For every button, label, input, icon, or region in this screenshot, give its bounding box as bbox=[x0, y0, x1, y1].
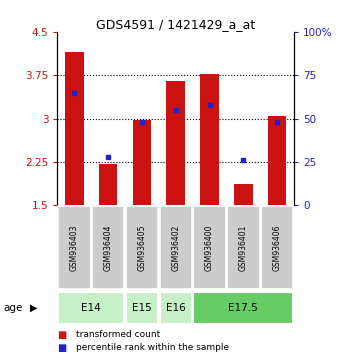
Text: GSM936400: GSM936400 bbox=[205, 224, 214, 271]
Bar bbox=[58, 292, 124, 324]
Text: percentile rank within the sample: percentile rank within the sample bbox=[76, 343, 229, 352]
Title: GDS4591 / 1421429_a_at: GDS4591 / 1421429_a_at bbox=[96, 18, 256, 31]
Bar bbox=[200, 74, 219, 205]
Bar bbox=[99, 164, 117, 205]
Bar bbox=[58, 206, 91, 290]
Bar bbox=[268, 116, 286, 205]
Bar bbox=[92, 206, 124, 290]
Text: E16: E16 bbox=[166, 303, 186, 313]
Text: transformed count: transformed count bbox=[76, 330, 160, 339]
Bar bbox=[166, 81, 185, 205]
Bar bbox=[160, 292, 192, 324]
Bar bbox=[65, 52, 84, 205]
Bar bbox=[193, 206, 226, 290]
Text: ■: ■ bbox=[57, 330, 67, 339]
Bar bbox=[227, 206, 260, 290]
Text: ■: ■ bbox=[57, 343, 67, 353]
Text: GSM936405: GSM936405 bbox=[138, 224, 146, 271]
Bar bbox=[193, 292, 293, 324]
Bar bbox=[261, 206, 293, 290]
Text: GSM936403: GSM936403 bbox=[70, 224, 79, 271]
Text: ▶: ▶ bbox=[30, 303, 38, 313]
Bar bbox=[126, 206, 158, 290]
Text: E17.5: E17.5 bbox=[228, 303, 258, 313]
Text: E15: E15 bbox=[132, 303, 152, 313]
Text: E14: E14 bbox=[81, 303, 101, 313]
Text: GSM936404: GSM936404 bbox=[104, 224, 113, 271]
Bar bbox=[160, 206, 192, 290]
Text: GSM936406: GSM936406 bbox=[273, 224, 282, 271]
Bar bbox=[132, 120, 151, 205]
Text: GSM936401: GSM936401 bbox=[239, 224, 248, 271]
Bar bbox=[126, 292, 158, 324]
Text: age: age bbox=[3, 303, 23, 313]
Text: GSM936402: GSM936402 bbox=[171, 224, 180, 271]
Bar bbox=[234, 184, 252, 205]
